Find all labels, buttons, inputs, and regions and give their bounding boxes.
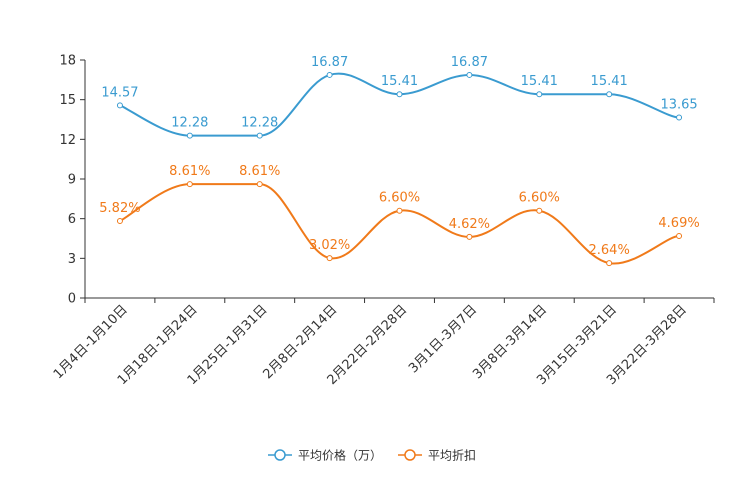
series-2-point	[256, 181, 263, 188]
series-2-data-label: 4.62%	[449, 217, 490, 232]
series-2-point	[116, 218, 123, 225]
y-tick-label: 6	[68, 212, 76, 227]
legend-label-2: 平均折扣	[428, 448, 476, 463]
series-2-point	[396, 207, 403, 214]
series-1-data-label: 16.87	[451, 55, 488, 70]
series-2-point	[466, 233, 473, 240]
series-1-data-label: 15.41	[591, 74, 628, 89]
series-1-point	[116, 102, 123, 109]
series-2-point	[186, 181, 193, 188]
y-tick-label: 3	[68, 252, 76, 267]
series-1-data-label: 12.28	[241, 116, 278, 131]
legend-label-1: 平均价格（万）	[298, 448, 382, 463]
x-tick-label: 2月8日-2月14日	[261, 302, 341, 382]
y-tick-label: 18	[59, 54, 76, 69]
series-1-data-label: 13.65	[660, 98, 697, 113]
series-2-data-label: 4.69%	[658, 216, 699, 231]
series-2-data-label: 3.02%	[309, 238, 350, 253]
series-1-point	[396, 91, 403, 98]
legend-item-2[interactable]: 平均折扣	[398, 448, 476, 463]
x-tick-label: 3月1日-3月7日	[406, 302, 480, 376]
series-2-point	[326, 255, 333, 262]
series-2-data-label: 2.64%	[589, 243, 630, 258]
x-tick-label: 3月8日-3月14日	[470, 302, 550, 382]
chart-series: 14.57 12.28 12.28 16.87 15.41 16.87 15.41 15.41…	[99, 55, 700, 267]
chart-legend[interactable]: 平均价格（万） 平均折扣	[268, 448, 476, 463]
legend-swatch-1-marker	[274, 449, 286, 461]
series-2-point	[676, 232, 683, 239]
series-2-point	[606, 260, 613, 267]
series-2-data-label: 6.60%	[379, 191, 420, 206]
series-2-point	[536, 207, 543, 214]
legend-swatch-2-marker	[404, 449, 416, 461]
series-1: 14.57 12.28 12.28 16.87 15.41 16.87 15.41 15.41…	[101, 55, 698, 139]
series-1-data-label: 14.57	[101, 85, 138, 100]
series-1-point	[466, 71, 473, 78]
y-tick-label: 15	[59, 93, 76, 108]
series-1-point	[186, 132, 193, 139]
series-1-point	[256, 132, 263, 139]
y-tick-label: 9	[68, 173, 76, 188]
series-1-data-label: 16.87	[311, 55, 348, 70]
series-1-data-label: 15.41	[521, 74, 558, 89]
series-1-data-label: 12.28	[171, 116, 208, 131]
series-1-point	[606, 91, 613, 98]
x-tick-label: 1月4日-1月10日	[51, 302, 131, 382]
series-2-data-label: 8.61%	[169, 164, 210, 179]
legend-item-1[interactable]: 平均价格（万）	[268, 448, 382, 463]
series-1-point	[326, 71, 333, 78]
series-2: 5.82% 8.61% 8.61% 3.02% 6.60% 4.62% 6.60% 2.64%…	[99, 164, 700, 267]
y-tick-label: 12	[59, 133, 76, 148]
series-2-data-label: 5.82%	[99, 201, 140, 216]
series-1-line	[119, 72, 680, 137]
series-1-point	[536, 91, 543, 98]
series-1-data-label: 15.41	[381, 74, 418, 89]
series-1-point	[676, 114, 683, 121]
y-tick-label: 0	[68, 292, 76, 307]
series-2-data-label: 8.61%	[239, 164, 280, 179]
series-2-data-label: 6.60%	[519, 191, 560, 206]
